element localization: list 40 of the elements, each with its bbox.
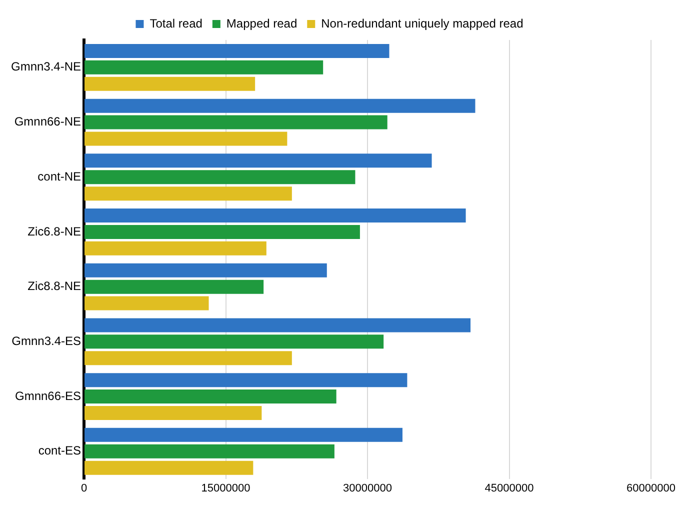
bar bbox=[84, 263, 327, 278]
y-tick-label: Gmnn3.4-ES bbox=[12, 334, 82, 348]
bar bbox=[84, 98, 476, 113]
bar bbox=[84, 428, 402, 442]
x-tick-label: 60000000 bbox=[626, 482, 676, 494]
bar bbox=[84, 115, 388, 130]
legend-label: Non-redundant uniquely mapped read bbox=[321, 16, 524, 30]
bar bbox=[84, 44, 390, 58]
bar bbox=[84, 224, 360, 239]
bar bbox=[84, 296, 209, 310]
bar bbox=[84, 373, 408, 388]
y-tick-label: Gmnn3.4-NE bbox=[10, 60, 82, 74]
x-tick-label: 0 bbox=[80, 482, 88, 494]
y-tick-label: cont-NE bbox=[38, 169, 82, 184]
bar bbox=[84, 351, 292, 366]
y-tick-label: Gmnn66-NE bbox=[14, 114, 82, 129]
x-tick-label: 30000000 bbox=[343, 482, 392, 494]
y-tick-label: Gmnn66-ES bbox=[14, 388, 82, 403]
x-tick-label: 45000000 bbox=[484, 482, 534, 494]
y-tick-label: cont-ES bbox=[38, 444, 82, 458]
bar bbox=[84, 76, 256, 91]
bar bbox=[84, 280, 264, 294]
bar bbox=[84, 444, 334, 458]
bar bbox=[84, 460, 254, 475]
bar bbox=[84, 390, 336, 404]
y-tick-label: Zic6.8-NE bbox=[28, 224, 82, 238]
x-tick-label: 15000000 bbox=[201, 482, 250, 494]
bar bbox=[84, 154, 432, 168]
bar bbox=[84, 186, 292, 201]
bar bbox=[84, 334, 384, 349]
bar bbox=[84, 132, 288, 146]
bar bbox=[84, 60, 324, 74]
legend-label: Mapped read bbox=[226, 16, 298, 30]
legend-label: Total read bbox=[150, 16, 202, 30]
y-tick-label: Zic8.8-NE bbox=[28, 279, 82, 294]
bar bbox=[84, 318, 471, 332]
bar bbox=[84, 406, 262, 420]
bar bbox=[84, 208, 466, 223]
bar bbox=[84, 170, 356, 184]
bar bbox=[84, 241, 266, 256]
